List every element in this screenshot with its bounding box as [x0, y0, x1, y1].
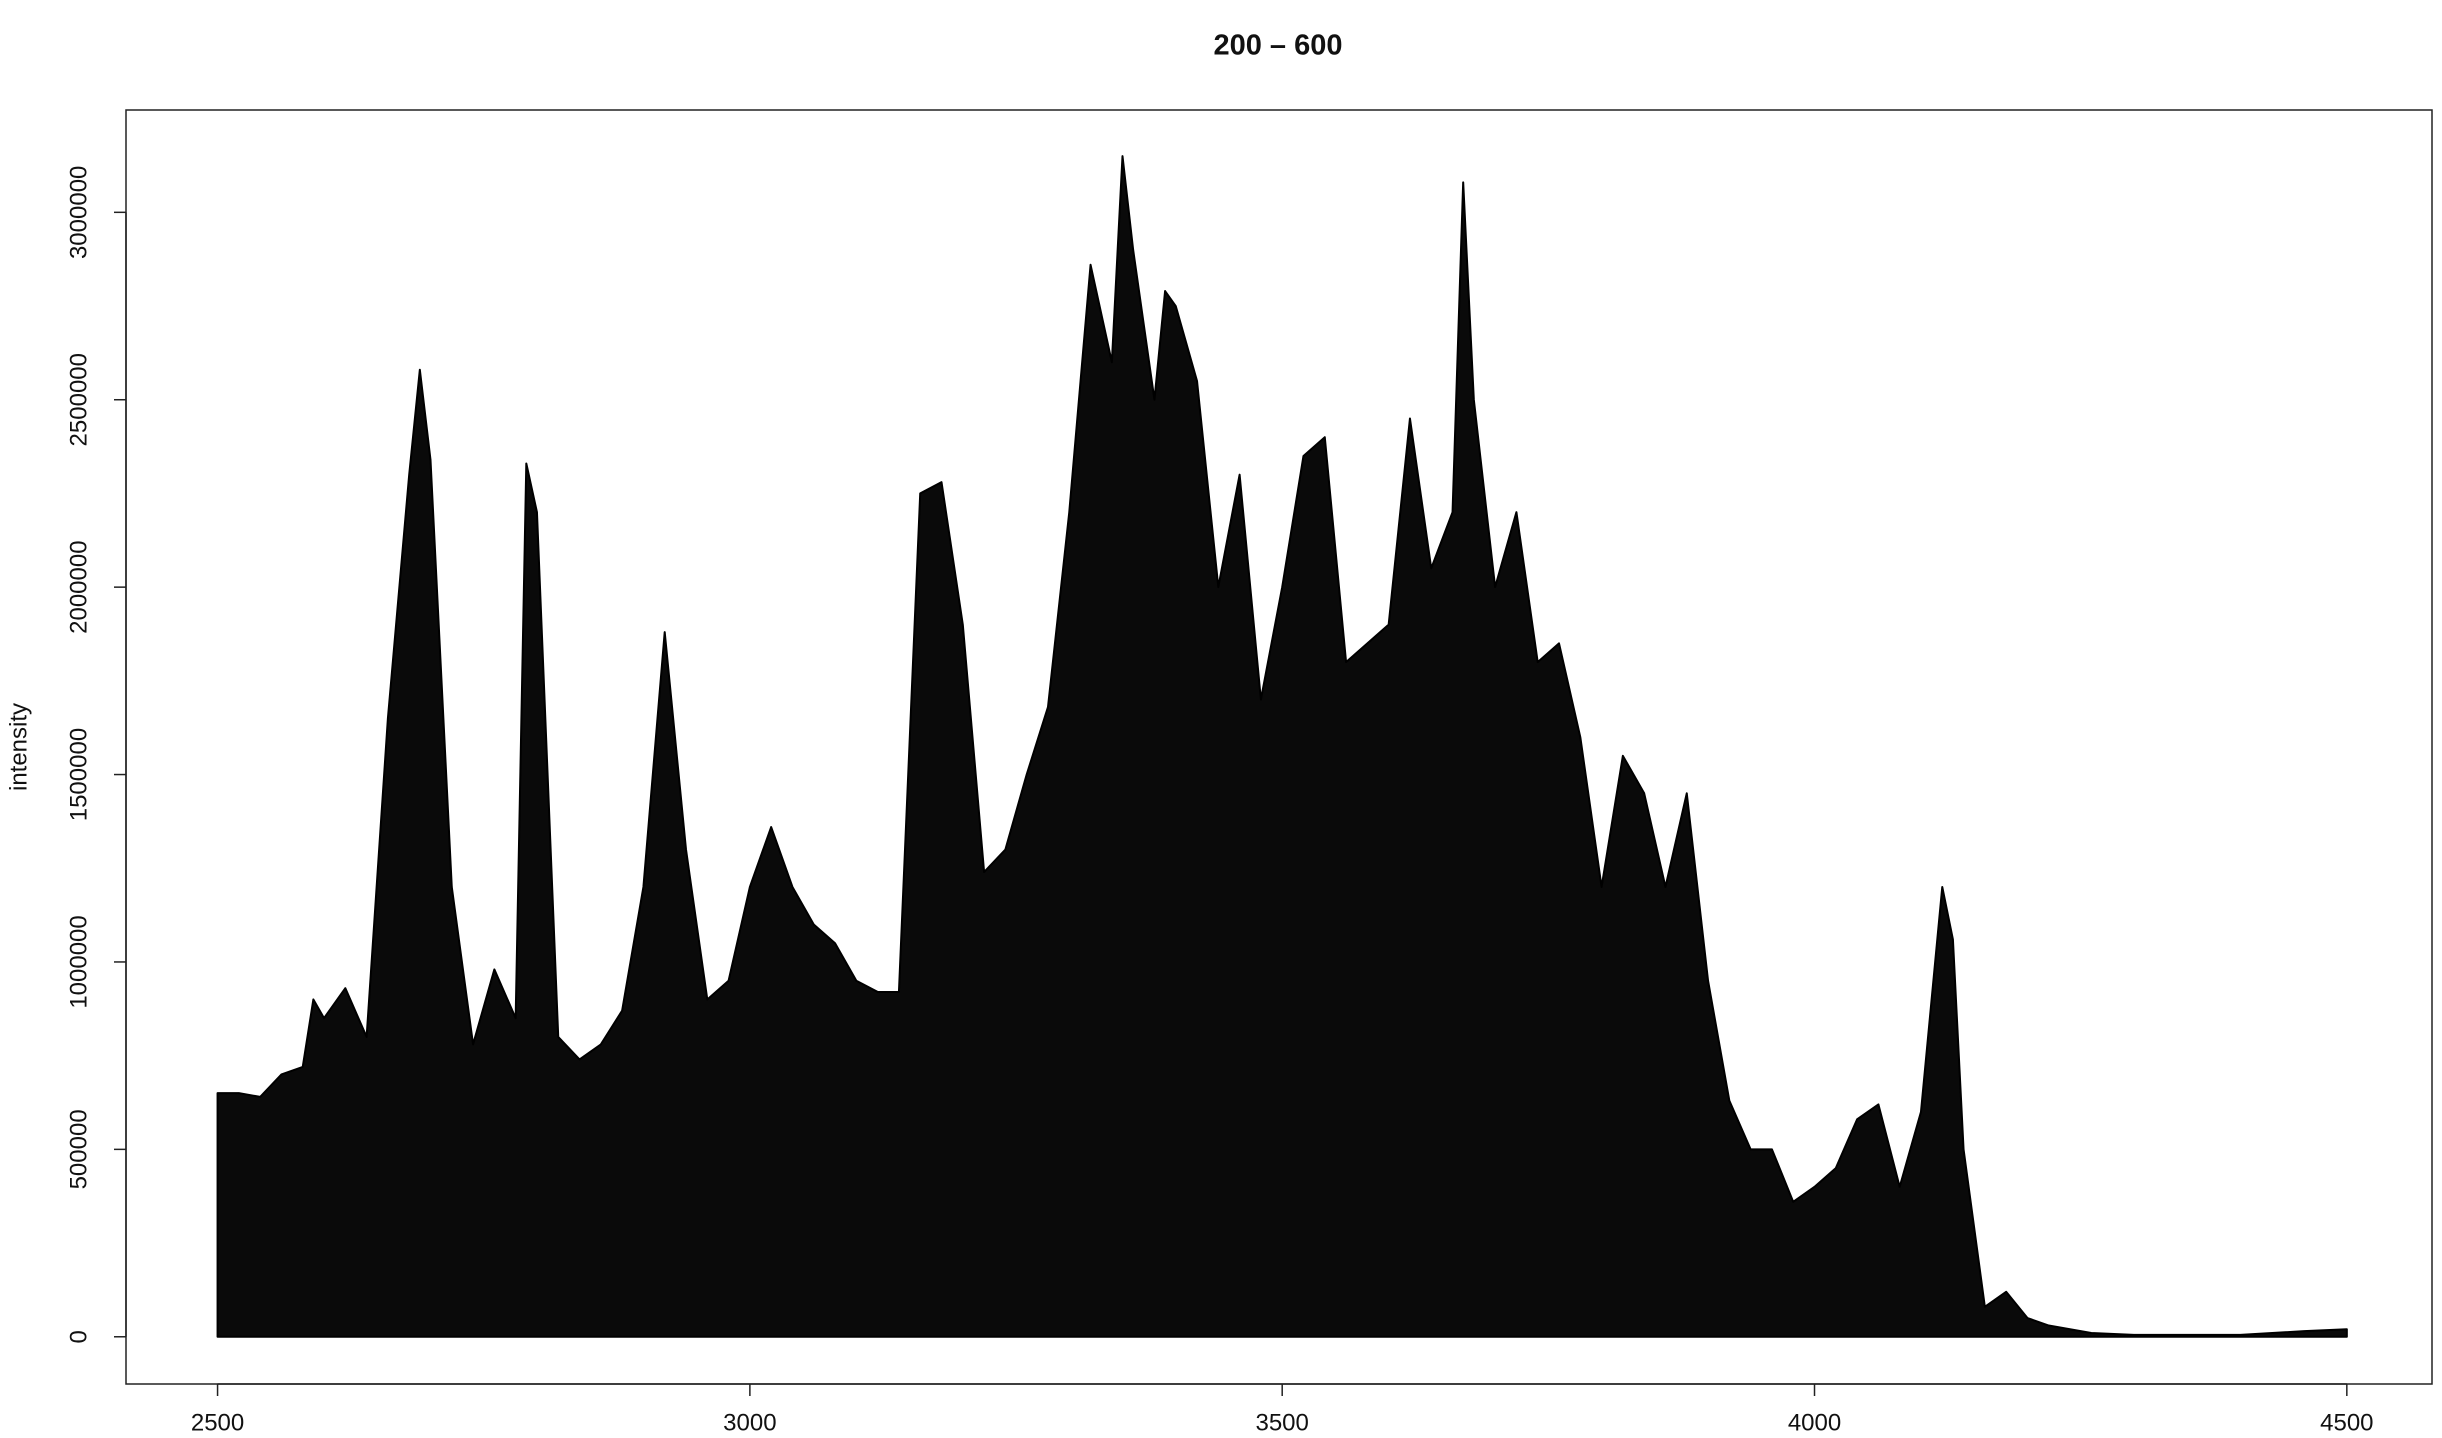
x-tick-label: 3500 [1255, 1409, 1308, 1436]
y-tick-label: 1000000 [65, 915, 92, 1008]
y-tick-label: 2000000 [65, 540, 92, 633]
x-tick-label: 4500 [2320, 1409, 2373, 1436]
x-tick-label: 2500 [191, 1409, 244, 1436]
chart-title: 200 – 600 [1213, 30, 1342, 62]
y-tick-label: 1500000 [65, 728, 92, 821]
y-tick-label: 2500000 [65, 353, 92, 446]
y-tick-label: 3000000 [65, 166, 92, 259]
x-tick-label: 4000 [1788, 1409, 1841, 1436]
y-tick-label: 500000 [65, 1109, 92, 1189]
spectrum-area [216, 155, 2348, 1338]
x-tick-label: 3000 [723, 1409, 776, 1436]
y-axis-label: intensity [5, 703, 32, 791]
y-tick-label: 0 [65, 1330, 92, 1343]
